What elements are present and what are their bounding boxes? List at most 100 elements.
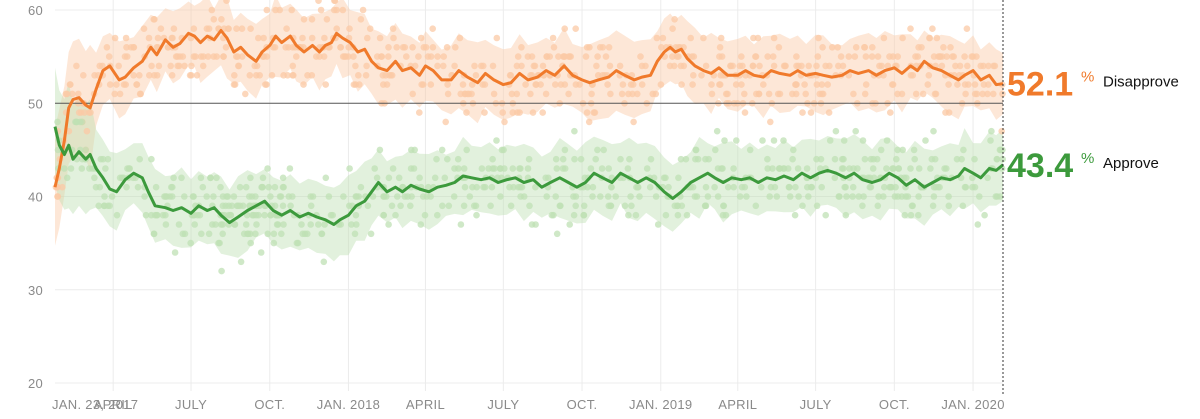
x-tick-label: JAN. 2020 <box>941 397 1004 412</box>
disapprove-poll-dot <box>210 15 218 23</box>
approve-poll-dot <box>849 193 856 200</box>
disapprove-poll-dot <box>174 62 181 70</box>
approve-poll-dot <box>594 146 601 154</box>
disapprove-poll-dot <box>708 81 715 88</box>
disapprove-poll-dot <box>204 53 212 60</box>
x-tick-label: JAN. 2018 <box>317 397 380 412</box>
approve-poll-dot <box>836 193 843 200</box>
disapprove-poll-dot <box>434 53 441 60</box>
disapprove-poll-dot <box>572 81 580 88</box>
disapprove-poll-dot <box>602 53 610 60</box>
disapprove-poll-dot <box>528 53 536 60</box>
approve-poll-dot <box>767 183 775 191</box>
disapprove-poll-dot <box>443 44 451 51</box>
approve-poll-dot <box>969 174 976 182</box>
disapprove-poll-dot <box>961 81 969 88</box>
disapprove-poll-dot <box>561 25 568 32</box>
approve-poll-dot <box>389 165 397 172</box>
disapprove-poll-dot <box>653 34 661 42</box>
approve-poll-dot <box>561 146 569 154</box>
approve-poll-dot <box>520 193 528 200</box>
disapprove-poll-dot <box>638 81 646 88</box>
y-tick-label: 50 <box>28 96 43 111</box>
x-tick-label: OCT. <box>254 397 285 412</box>
approve-poll-dot <box>461 183 469 191</box>
disapprove-poll-dot <box>224 25 232 32</box>
approve-poll-dot <box>82 146 89 154</box>
approve-poll-dot <box>559 155 567 163</box>
approve-poll-dot <box>832 127 840 135</box>
approve-poll-dot <box>199 183 207 191</box>
disapprove-poll-dot <box>669 25 676 32</box>
disapprove-poll-dot <box>289 62 297 70</box>
disapprove-poll-dot <box>272 6 279 14</box>
disapprove-poll-dot <box>637 53 644 60</box>
disapprove-poll-dot <box>596 44 604 51</box>
disapprove-poll-dot <box>300 81 307 88</box>
disapprove-poll-dot <box>963 25 971 32</box>
y-axis-ticks: 20 30 40 50 60 <box>28 3 43 391</box>
disapprove-poll-dot <box>880 34 888 42</box>
approve-poll-dot <box>231 221 239 228</box>
approve-poll-dot <box>632 211 640 219</box>
disapprove-poll-dot <box>764 53 771 60</box>
disapprove-poll-dot <box>154 34 162 42</box>
approve-poll-dot <box>385 221 392 228</box>
approve-poll-dot <box>91 174 98 182</box>
approve-poll-dot <box>813 202 821 210</box>
approve-poll-dot <box>460 165 468 172</box>
disapprove-poll-dot <box>985 62 992 70</box>
disapprove-poll-dot <box>169 34 176 42</box>
disapprove-poll-dot <box>130 72 137 79</box>
disapprove-poll-dot <box>529 109 537 116</box>
approve-poll-dot <box>242 221 250 228</box>
disapprove-poll-dot <box>313 53 320 60</box>
y-tick-label: 40 <box>28 190 43 205</box>
approve-poll-dot <box>826 137 834 144</box>
x-tick-label: OCT. <box>879 397 910 412</box>
disapprove-poll-dot <box>861 44 868 51</box>
approve-poll-dot <box>209 221 216 228</box>
disapprove-poll-dot <box>508 90 516 98</box>
approve-poll-dot <box>493 137 500 144</box>
disapprove-poll-dot <box>774 90 782 98</box>
approve-poll-dot <box>652 193 660 200</box>
disapprove-poll-dot <box>357 15 365 23</box>
approve-poll-dot <box>246 193 253 200</box>
approve-poll-dot <box>855 193 863 200</box>
approve-poll-dot <box>242 183 250 191</box>
approve-poll-dot <box>86 165 93 172</box>
approve-poll-dot <box>142 211 150 219</box>
disapprove-poll-dot <box>642 62 649 70</box>
disapprove-poll-dot <box>625 90 632 98</box>
disapprove-poll-dot <box>315 0 322 4</box>
approve-poll-dot <box>780 165 788 172</box>
approve-poll-dot <box>612 193 619 200</box>
approve-poll-dot <box>559 165 567 172</box>
approve-poll-dot <box>607 202 615 210</box>
approve-poll-dot <box>487 202 494 210</box>
disapprove-poll-dot <box>223 0 230 4</box>
approve-poll-dot <box>329 211 337 219</box>
disapprove-poll-dot <box>308 34 316 42</box>
approve-poll-dot <box>219 202 227 210</box>
disapprove-poll-dot <box>814 53 822 60</box>
disapprove-poll-dot <box>300 15 308 23</box>
approve-poll-dot <box>553 230 561 238</box>
approve-poll-dot <box>252 211 260 219</box>
approve-poll-dot <box>101 202 108 210</box>
disapprove-poll-dot <box>333 25 341 32</box>
disapprove-poll-dot <box>907 25 914 32</box>
disapprove-poll-dot <box>907 72 915 79</box>
x-tick-label: APRIL <box>406 397 445 412</box>
disapprove-poll-dot <box>828 44 836 51</box>
approve-poll-dot <box>322 174 330 182</box>
approve-poll-dot <box>401 193 409 200</box>
disapprove-poll-dot <box>673 53 681 60</box>
disapprove-poll-dot <box>434 62 441 70</box>
approve-poll-dot <box>388 202 396 210</box>
approve-poll-dot <box>267 211 275 219</box>
approve-poll-dot <box>628 202 635 210</box>
disapprove-poll-dot <box>429 25 437 32</box>
disapprove-line <box>53 29 1004 188</box>
